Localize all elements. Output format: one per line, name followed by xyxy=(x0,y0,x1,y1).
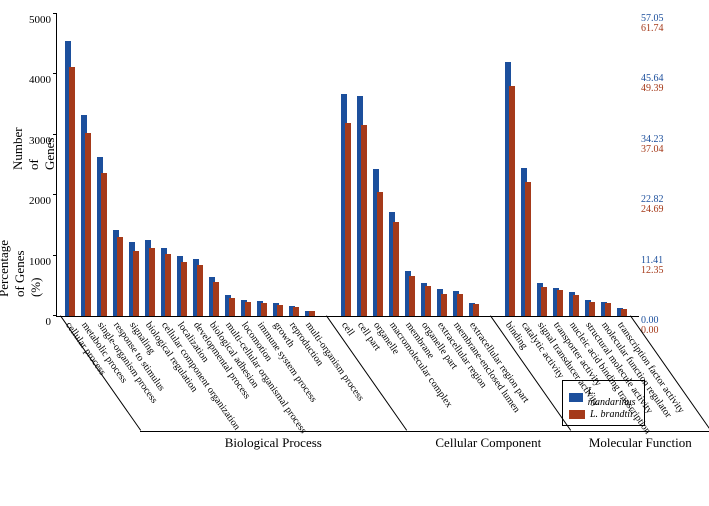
y-left-tick-label: 0 xyxy=(46,316,52,328)
group-title: Cellular Component xyxy=(418,435,558,451)
bar-series-2 xyxy=(589,302,595,316)
y-right-tick-label: 57.0561.74 xyxy=(641,14,664,34)
bar-series-2 xyxy=(573,295,579,316)
y-left-tick xyxy=(53,73,57,74)
bar-series-2 xyxy=(261,303,267,316)
bar-series-2 xyxy=(425,286,431,316)
legend-swatch-1 xyxy=(569,393,583,402)
bar-series-2 xyxy=(293,307,299,316)
bar-series-2 xyxy=(229,298,235,316)
bar-series-2 xyxy=(409,276,415,316)
y-left-tick xyxy=(53,194,57,195)
bar-series-2 xyxy=(473,304,479,316)
legend-swatch-2 xyxy=(569,410,585,419)
bar-series-2 xyxy=(509,86,515,316)
bar-series-2 xyxy=(165,254,171,316)
bar-series-2 xyxy=(133,251,139,316)
bar-series-2 xyxy=(605,303,611,316)
bar-series-2 xyxy=(345,123,351,316)
bars-container xyxy=(57,14,639,316)
bar-series-2 xyxy=(361,125,367,316)
bar-series-2 xyxy=(457,294,463,316)
y-left-tick xyxy=(53,13,57,14)
y-right-tick-label: 34.2337.04 xyxy=(641,135,664,155)
bar-series-2 xyxy=(541,287,547,316)
group-title: Biological Process xyxy=(203,435,343,451)
y-right-tick-label: 45.6449.39 xyxy=(641,74,664,94)
group-title: Molecular Function xyxy=(570,435,709,451)
bar-series-2 xyxy=(377,192,383,316)
y-right-tick-label: 22.8224.69 xyxy=(641,195,664,215)
y-left-tick-label: 2000 xyxy=(29,195,51,207)
bar-series-2 xyxy=(525,182,531,316)
plot-area: 01000200030004000500057.0561.7445.6449.3… xyxy=(56,14,639,317)
y-right-title: Percentage of Genes (%) xyxy=(0,240,44,297)
bar-series-2 xyxy=(441,294,447,316)
y-left-tick xyxy=(53,134,57,135)
parallelogram-baseline xyxy=(140,431,709,432)
bar-series-2 xyxy=(101,173,107,316)
bar-series-2 xyxy=(277,305,283,316)
bar-series-2 xyxy=(557,290,563,316)
bar-series-2 xyxy=(621,309,627,316)
bar-series-2 xyxy=(213,282,219,316)
y-left-tick xyxy=(53,255,57,256)
bar-series-2 xyxy=(197,265,203,316)
y-left-tick xyxy=(53,315,57,316)
bar-series-2 xyxy=(181,262,187,316)
bar-series-2 xyxy=(309,311,315,316)
y-left-tick-label: 3000 xyxy=(29,135,51,147)
x-category-label: cell xyxy=(339,320,356,338)
y-left-tick-label: 1000 xyxy=(29,256,51,268)
bar-series-2 xyxy=(245,302,251,316)
y-left-tick-label: 4000 xyxy=(29,74,51,86)
bar-series-2 xyxy=(69,67,75,316)
bar-series-2 xyxy=(85,133,91,316)
bar-series-2 xyxy=(393,222,399,316)
bar-series-2 xyxy=(149,248,155,316)
y-right-tick-label: 11.4112.35 xyxy=(641,256,664,276)
bar-series-2 xyxy=(117,237,123,316)
y-left-title: Number of Genes xyxy=(10,127,58,170)
y-left-tick-label: 5000 xyxy=(29,14,51,26)
